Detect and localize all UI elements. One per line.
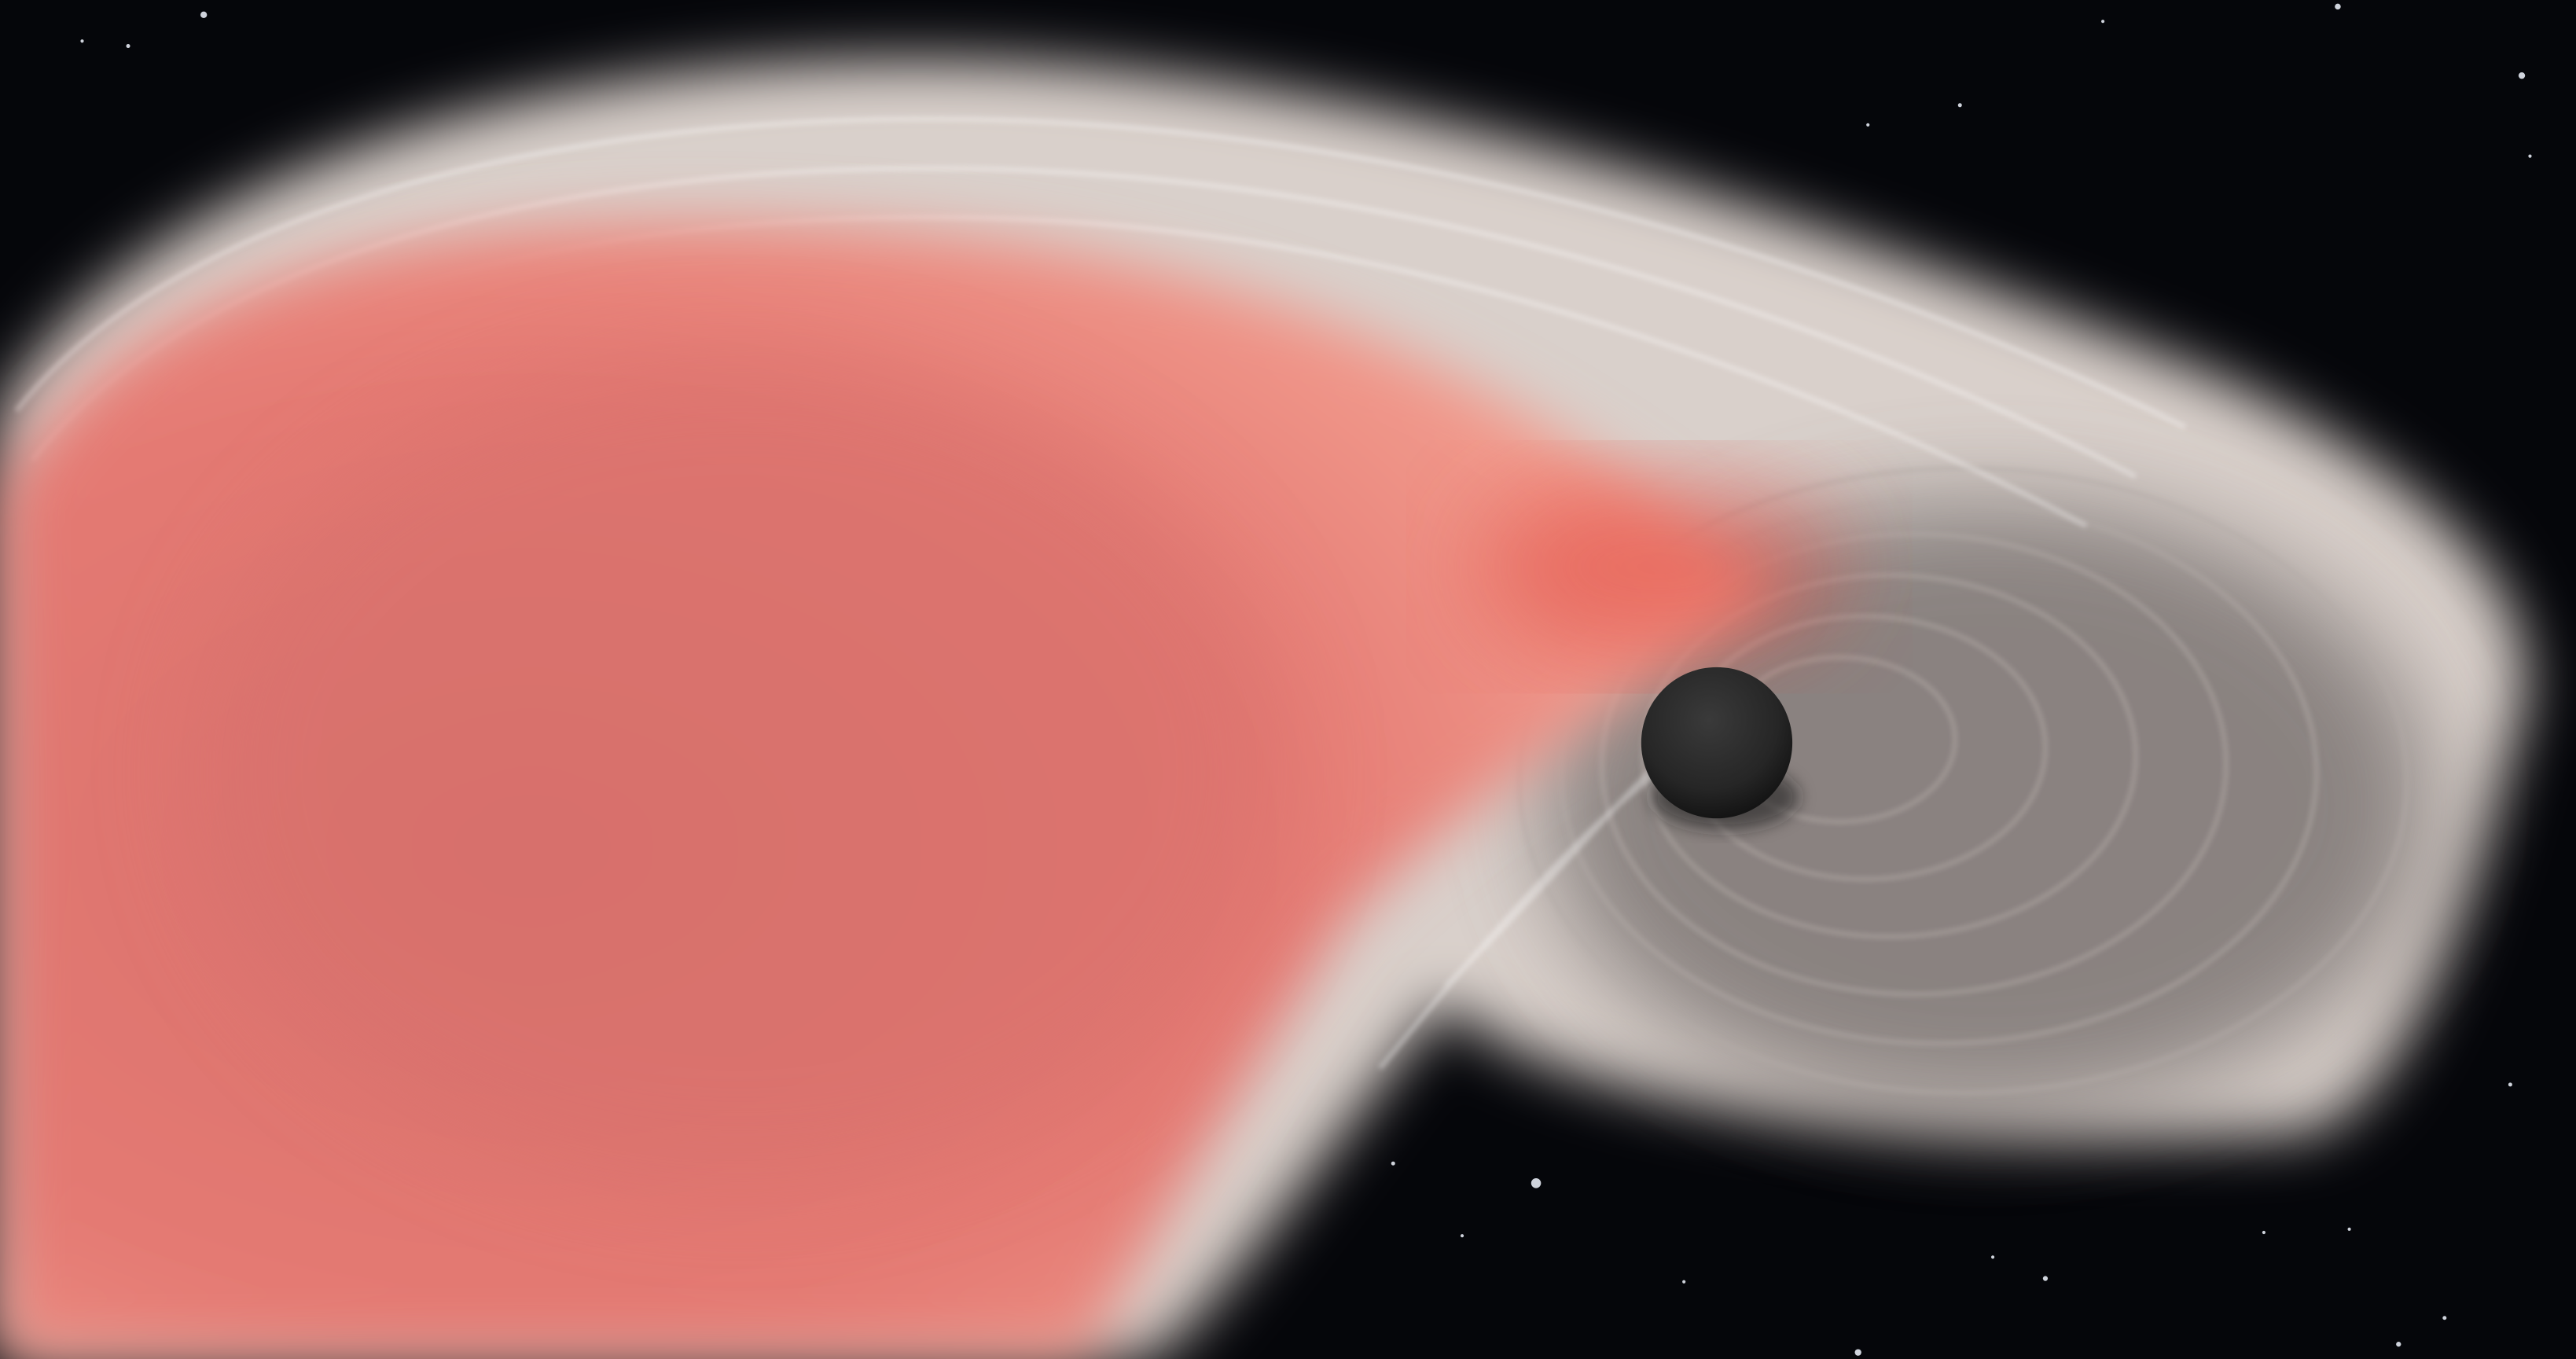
stars [80,3,2532,1356]
black-hole [1641,667,1793,819]
spiral-rings [1517,465,2409,1096]
spiral-region [1544,501,2432,1110]
hot-spot [1478,476,1840,658]
inner-glow [197,361,1282,1184]
